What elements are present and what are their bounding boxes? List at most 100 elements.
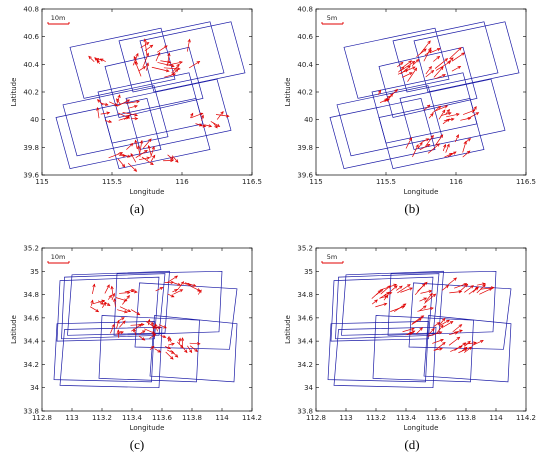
vector-arrowhead (409, 287, 413, 291)
vector-arrowhead (453, 277, 458, 281)
vector-arrowhead (438, 331, 443, 335)
displacement-vector (441, 112, 452, 116)
displacement-vector (419, 297, 427, 302)
vector-arrowhead (151, 330, 156, 334)
vector-arrowhead (154, 323, 158, 328)
vector-arrowhead (134, 139, 138, 144)
displacement-vector (419, 305, 427, 312)
vector-arrowhead (152, 333, 157, 337)
footprint-polygon (423, 315, 512, 383)
displacement-vector (424, 293, 436, 304)
vector-arrowhead (411, 61, 416, 65)
y-axis-label: Latitude (284, 315, 292, 344)
displacement-vector (116, 99, 130, 107)
y-tick-label: 40.6 (23, 33, 39, 41)
displacement-vector (204, 124, 212, 127)
displacement-vector (131, 324, 142, 332)
footprint-polygon (61, 273, 166, 340)
vector-arrowhead (146, 156, 151, 160)
displacement-vector (92, 284, 95, 295)
vector-arrowhead (95, 308, 100, 313)
displacement-vector (157, 62, 175, 67)
displacement-vector (446, 113, 460, 118)
vector-arrowhead (126, 115, 131, 119)
displacement-vector (97, 300, 104, 305)
vector-arrowhead (171, 342, 175, 346)
displacement-vector (405, 137, 412, 149)
vector-arrowhead (379, 288, 384, 293)
displacement-vector (147, 319, 150, 326)
displacement-vector (188, 61, 200, 69)
scale-label: 10m (51, 253, 66, 261)
displacement-vector (396, 285, 403, 291)
vector-arrowhead (144, 149, 148, 154)
displacement-vector (111, 286, 114, 296)
displacement-vector (177, 281, 184, 291)
displacement-vector (435, 61, 451, 71)
displacement-vector (411, 318, 422, 325)
footprint-polygon (98, 315, 200, 383)
displacement-vector (464, 285, 474, 293)
displacement-vector (391, 89, 398, 96)
vector-arrowhead (482, 284, 486, 288)
scale-label: 5m (327, 14, 337, 22)
vector-arrowhead (446, 143, 450, 148)
vector-arrowhead (480, 340, 484, 344)
vector-arrowhead (424, 281, 428, 286)
displacement-vector (102, 302, 107, 308)
displacement-vector (144, 39, 148, 55)
vector-arrowhead (106, 284, 110, 288)
vector-arrowhead (199, 112, 204, 116)
vector-arrowhead (409, 331, 414, 336)
displacement-vector (115, 297, 127, 302)
y-tick-label: 34 (304, 384, 313, 392)
vector-arrowhead (456, 336, 461, 341)
displacement-vector (190, 113, 203, 119)
vector-arrowhead (411, 327, 415, 331)
vector-arrowhead (127, 154, 131, 158)
vector-arrowhead (439, 134, 444, 138)
displacement-vector (137, 146, 141, 157)
footprint-polygon (104, 46, 204, 118)
displacement-vector (124, 289, 135, 293)
displacement-vector (190, 285, 201, 292)
vector-arrowhead (129, 142, 134, 147)
displacement-vector (400, 65, 411, 75)
y-tick-label: 34 (30, 384, 39, 392)
displacement-vector (197, 289, 202, 295)
displacement-vector (151, 66, 169, 72)
vector-arrowhead (441, 317, 446, 322)
displacement-vector (416, 48, 427, 58)
vector-arrowhead (442, 109, 446, 114)
displacement-vector (442, 118, 450, 125)
footprint-polygon (327, 321, 429, 383)
vector-arrowhead (447, 61, 452, 65)
y-tick-label: 35.2 (23, 245, 39, 253)
vector-arrowhead (408, 60, 413, 64)
vector-arrowhead (457, 65, 462, 70)
vector-arrowhead (482, 282, 486, 286)
displacement-vector (480, 287, 494, 290)
displacement-vector (184, 283, 191, 286)
vector-arrowhead (400, 66, 405, 70)
vector-arrowhead (377, 289, 382, 294)
displacement-vector (101, 103, 108, 106)
displacement-vector (449, 47, 462, 60)
vector-arrowhead (458, 290, 463, 294)
vector-arrowhead (133, 55, 137, 60)
displacement-vector (423, 47, 432, 62)
vector-arrowhead (430, 134, 434, 139)
displacement-vector (424, 293, 433, 303)
vector-arrowhead (96, 106, 100, 111)
displacement-vector (212, 122, 218, 129)
x-tick-label: 114.2 (516, 414, 536, 422)
vector-arrowhead (167, 346, 172, 350)
displacement-vector (135, 140, 138, 149)
vector-arrowhead (445, 284, 450, 289)
displacement-vector (428, 113, 434, 119)
y-tick-label: 34.2 (23, 361, 39, 369)
displacement-vector (155, 287, 163, 292)
vector-arrowhead (157, 349, 162, 353)
vector-arrowhead (149, 44, 154, 49)
vector-arrowhead (137, 145, 141, 150)
